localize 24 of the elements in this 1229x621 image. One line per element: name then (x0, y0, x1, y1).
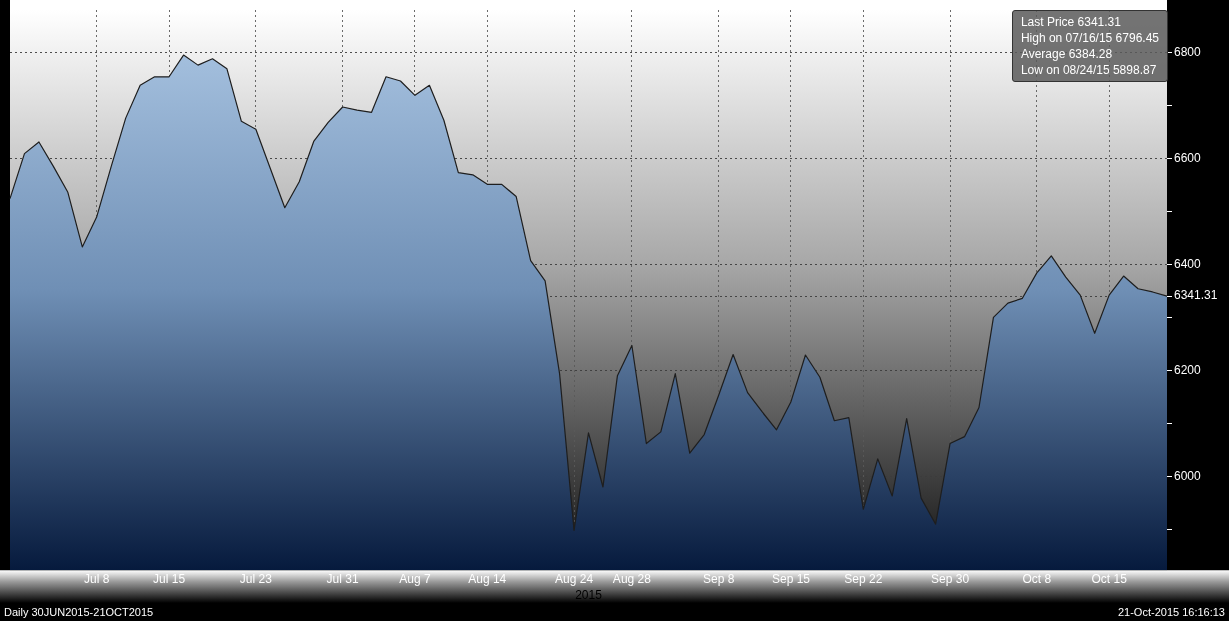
x-tick-label: Aug 14 (468, 571, 507, 586)
y-tick-label: 6400 (1174, 257, 1202, 272)
x-tick-label: Jul 31 (326, 571, 359, 586)
y-tick-label: 6800 (1174, 45, 1202, 60)
x-tick-label: Sep 15 (771, 571, 811, 586)
y-tick-label: 6600 (1174, 151, 1202, 166)
x-tick-label: Aug 28 (612, 571, 652, 586)
x-tick-label: Oct 15 (1091, 571, 1128, 586)
text: 21-Oct-2015 16:16:13 (1117, 606, 1225, 618)
y-tick-label: 6200 (1174, 363, 1202, 378)
x-axis-title: 2015 (575, 588, 603, 603)
y-tick-label: 6000 (1174, 469, 1202, 484)
annotation: High on 07/16/15 6796.45 (1020, 30, 1159, 46)
x-tick-label: Aug 7 (399, 571, 431, 586)
x-tick-label: Oct 8 (1022, 571, 1052, 586)
x-tick-label: Jul 15 (153, 571, 186, 586)
x-tick-label: Aug 24 (555, 571, 594, 586)
annotation: Low on 08/24/15 5898.87 (1020, 62, 1158, 78)
x-tick-label: Sep 22 (844, 571, 883, 586)
annotation: Last Price 6341.31 (1020, 14, 1122, 30)
x-tick-label: Sep 30 (931, 571, 970, 586)
y-tick-label: 6341.31 (1174, 288, 1218, 303)
annotation: Average 6384.28 (1020, 46, 1114, 62)
text: Daily 30JUN2015-21OCT2015 (4, 606, 154, 618)
